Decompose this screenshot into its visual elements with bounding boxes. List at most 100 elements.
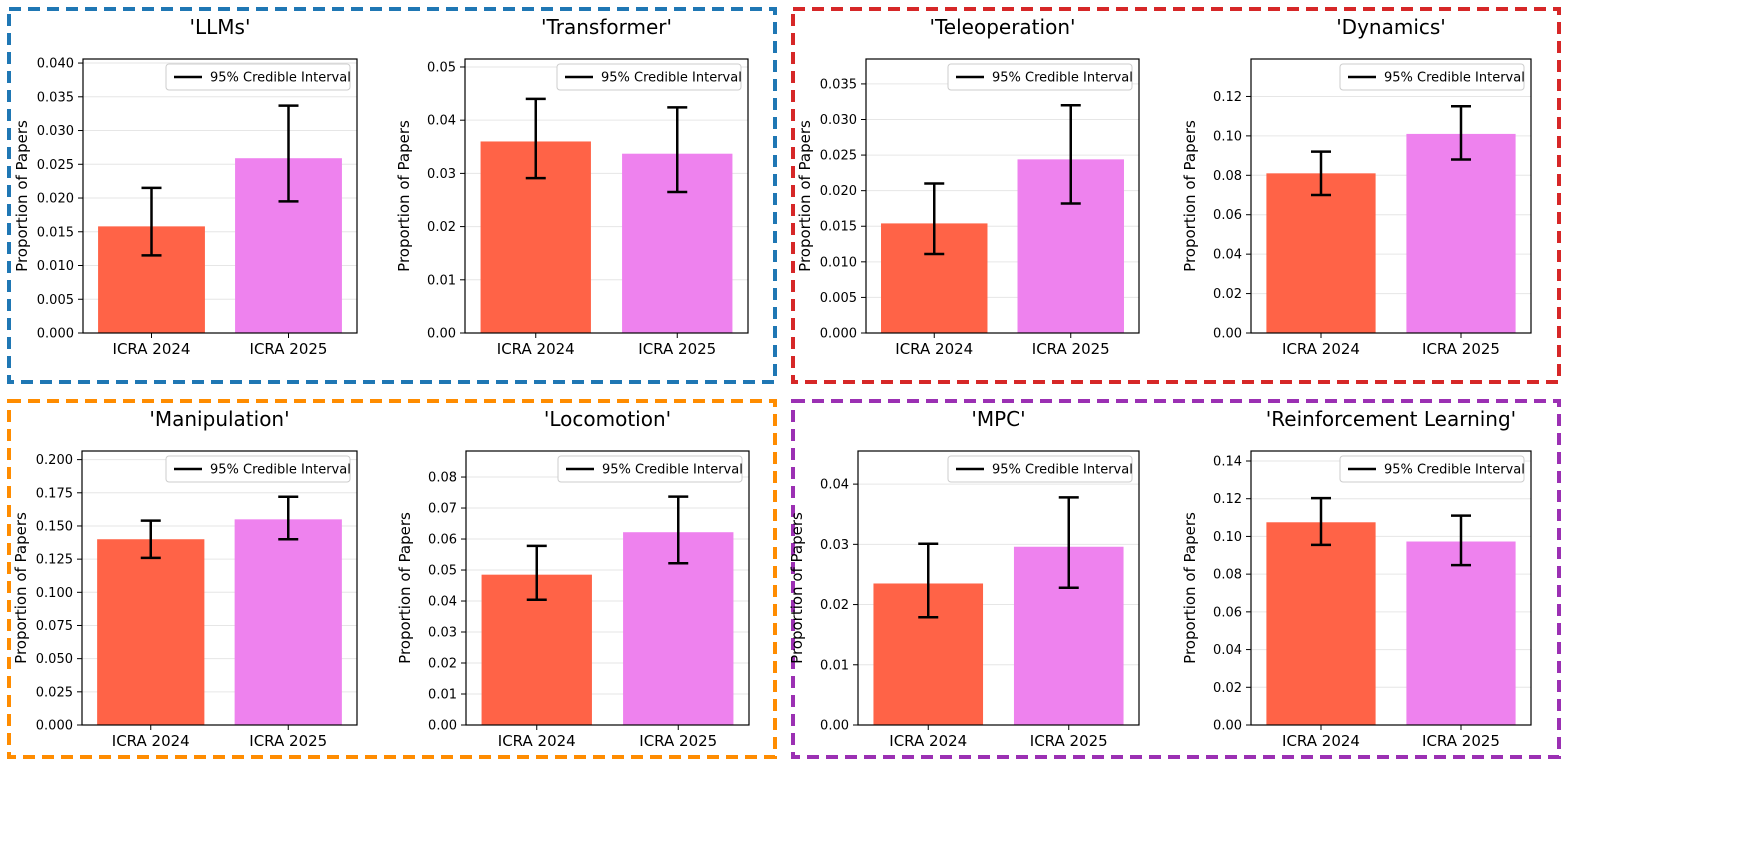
chart-panel: 0.000 0.005 0.010 0.015 0.020 0.025 0.030 0.035… [13, 15, 358, 358]
y-tick-label: 0.10 [1213, 530, 1242, 545]
y-tick-label: 0.06 [1213, 208, 1242, 223]
x-tick-label: ICRA 2024 [895, 340, 973, 358]
y-tick-label: 0.03 [820, 538, 849, 553]
x-tick-label: ICRA 2024 [1282, 340, 1360, 358]
x-tick-label: ICRA 2025 [249, 732, 327, 750]
y-tick-label: 0.150 [36, 519, 73, 534]
legend-box [947, 63, 1133, 91]
axes-frame [1250, 450, 1532, 726]
x-tick-label: ICRA 2025 [1422, 340, 1500, 358]
legend-box [165, 455, 351, 483]
y-tick-label: 0.08 [428, 471, 457, 486]
x-tick-label: ICRA 2024 [1282, 732, 1360, 750]
x-tick-label: ICRA 2024 [498, 732, 576, 750]
legend-box [557, 455, 743, 483]
legend-label: 95% Credible Interval [210, 71, 351, 86]
y-tick-label: 0.12 [1213, 90, 1242, 105]
legend-box [947, 455, 1133, 483]
x-tick-label: ICRA 2024 [889, 732, 967, 750]
y-axis-label: Proportion of Papers [788, 512, 806, 664]
y-tick-label: 0.005 [820, 291, 857, 306]
y-tick-label: 0.000 [37, 327, 74, 342]
y-tick-label: 0.08 [1213, 169, 1242, 184]
chart-panel: 0.00 0.01 0.02 0.03 0.04 ICRA 2024 ICRA 2025 'M… [788, 407, 1140, 750]
bar [1266, 522, 1376, 725]
chart-title: 'Reinforcement Learning' [1266, 407, 1516, 431]
y-tick-label: 0.07 [428, 502, 457, 517]
y-tick-label: 0.00 [1213, 719, 1242, 734]
y-tick-label: 0.035 [820, 77, 857, 92]
chart-title: 'Dynamics' [1336, 15, 1446, 39]
axes-frame [81, 450, 358, 726]
y-tick-label: 0.02 [427, 220, 456, 235]
y-tick-label: 0.00 [1213, 327, 1242, 342]
chart-title: 'Transformer' [541, 15, 672, 39]
group-border [7, 7, 777, 384]
legend-label: 95% Credible Interval [1384, 463, 1525, 478]
y-tick-label: 0.04 [1213, 643, 1242, 658]
legend-box [165, 63, 351, 91]
y-tick-label: 0.030 [37, 124, 74, 139]
y-tick-label: 0.02 [1213, 681, 1242, 696]
y-tick-label: 0.14 [1213, 454, 1242, 469]
bar [234, 519, 342, 725]
chart-title: 'Locomotion' [544, 407, 671, 431]
legend-box [1339, 455, 1525, 483]
y-tick-label: 0.175 [36, 486, 73, 501]
chart-panel: 0.00 0.02 0.04 0.06 0.08 0.10 0.12 ICRA 2024 ICR… [1181, 15, 1532, 358]
x-tick-label: ICRA 2025 [1030, 732, 1108, 750]
y-tick-label: 0.01 [820, 658, 849, 673]
axes-frame [865, 58, 1140, 334]
chart-panel: 0.000 0.025 0.050 0.075 0.100 0.125 0.150 0.175… [12, 407, 358, 750]
y-axis-label: Proportion of Papers [396, 512, 414, 664]
legend-box [1339, 63, 1525, 91]
y-tick-label: 0.00 [427, 327, 456, 342]
legend-label: 95% Credible Interval [992, 71, 1133, 86]
chart-panel: 0.00 0.01 0.02 0.03 0.04 0.05 ICRA 2024 ICRA 20… [395, 15, 749, 358]
axes-frame [464, 58, 749, 334]
chart-panel: 0.000 0.005 0.010 0.015 0.020 0.025 0.030 0.035… [796, 15, 1140, 358]
y-tick-label: 0.035 [37, 90, 74, 105]
axes-frame [1250, 58, 1532, 334]
y-axis-label: Proportion of Papers [12, 512, 30, 664]
group-border [791, 7, 1561, 384]
legend-label: 95% Credible Interval [1384, 71, 1525, 86]
y-tick-label: 0.01 [427, 273, 456, 288]
axes-frame [857, 450, 1140, 726]
y-tick-label: 0.000 [36, 719, 73, 734]
legend-label: 95% Credible Interval [210, 463, 351, 478]
y-axis-label: Proportion of Papers [395, 120, 413, 272]
legend-label: 95% Credible Interval [992, 463, 1133, 478]
x-tick-label: ICRA 2025 [638, 340, 716, 358]
y-tick-label: 0.04 [428, 595, 457, 610]
y-tick-label: 0.08 [1213, 568, 1242, 583]
y-tick-label: 0.02 [820, 598, 849, 613]
y-tick-label: 0.075 [36, 619, 73, 634]
y-tick-label: 0.100 [36, 586, 73, 601]
y-tick-label: 0.04 [1213, 248, 1242, 263]
y-tick-label: 0.03 [427, 167, 456, 182]
chart-title: 'Teleoperation' [929, 15, 1075, 39]
group-border [791, 399, 1561, 759]
y-tick-label: 0.010 [37, 259, 74, 274]
x-tick-label: ICRA 2024 [113, 340, 191, 358]
group-border [7, 399, 777, 759]
y-tick-label: 0.00 [428, 719, 457, 734]
axes-frame [82, 58, 358, 334]
y-tick-label: 0.040 [37, 57, 74, 72]
x-tick-label: ICRA 2025 [1422, 732, 1500, 750]
x-tick-label: ICRA 2025 [639, 732, 717, 750]
x-tick-label: ICRA 2024 [112, 732, 190, 750]
y-axis-label: Proportion of Papers [13, 120, 31, 272]
x-tick-label: ICRA 2025 [250, 340, 328, 358]
y-tick-label: 0.01 [428, 688, 457, 703]
bar [1406, 133, 1516, 333]
bar [1406, 541, 1516, 725]
y-tick-label: 0.02 [1213, 287, 1242, 302]
y-tick-label: 0.04 [820, 478, 849, 493]
y-tick-label: 0.005 [37, 293, 74, 308]
y-tick-label: 0.02 [428, 657, 457, 672]
bar [97, 539, 205, 725]
chart-title: 'MPC' [971, 407, 1025, 431]
